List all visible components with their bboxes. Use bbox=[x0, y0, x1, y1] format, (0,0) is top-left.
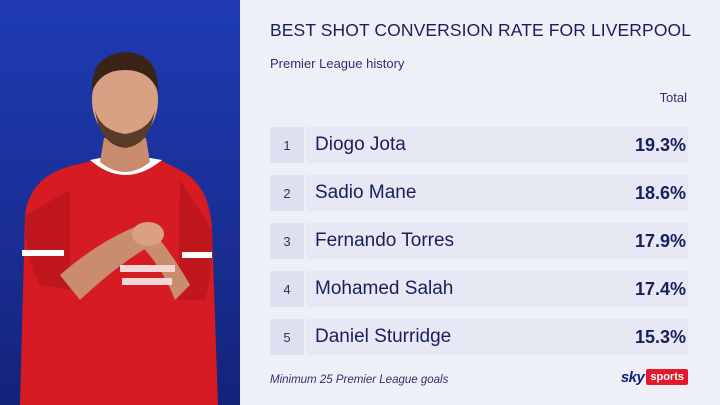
ranking-row: 5 Daniel Sturridge 15.3% bbox=[270, 319, 688, 359]
conversion-rate: 15.3% bbox=[634, 326, 686, 347]
player-photo bbox=[20, 52, 218, 405]
logo-sports-text: sports bbox=[646, 369, 688, 385]
rank-badge: 1 bbox=[270, 127, 304, 163]
logo-sky-text: sky bbox=[620, 368, 645, 386]
player-name: Sadio Mane bbox=[306, 175, 688, 211]
rank-badge: 4 bbox=[270, 271, 304, 307]
player-name: Diogo Jota bbox=[306, 127, 688, 163]
rank-badge: 5 bbox=[270, 319, 304, 355]
graphic-subtitle: Premier League history bbox=[270, 56, 405, 71]
player-name: Daniel Sturridge bbox=[306, 319, 688, 355]
conversion-rate: 17.9% bbox=[634, 230, 686, 251]
rank-badge: 2 bbox=[270, 175, 304, 211]
rank-badge: 3 bbox=[270, 223, 304, 259]
ranking-row: 3 Fernando Torres 17.9% bbox=[270, 223, 688, 263]
ranking-list: 1 Diogo Jota 19.3% 2 Sadio Mane 18.6% 3 … bbox=[270, 127, 688, 367]
ranking-row: 4 Mohamed Salah 17.4% bbox=[270, 271, 688, 311]
ranking-row: 2 Sadio Mane 18.6% bbox=[270, 175, 688, 215]
player-photo-panel bbox=[0, 0, 240, 405]
footnote: Minimum 25 Premier League goals bbox=[270, 374, 449, 386]
player-name: Fernando Torres bbox=[306, 223, 688, 259]
graphic-title: BEST SHOT CONVERSION RATE FOR LIVERPOOL bbox=[270, 20, 692, 40]
conversion-rate: 19.3% bbox=[634, 134, 686, 155]
player-name: Mohamed Salah bbox=[306, 271, 688, 307]
sky-sports-logo: sky sports bbox=[621, 367, 688, 387]
column-header-total: Total bbox=[659, 90, 687, 105]
conversion-rate: 17.4% bbox=[634, 278, 686, 299]
ranking-row: 1 Diogo Jota 19.3% bbox=[270, 127, 688, 167]
stats-panel: BEST SHOT CONVERSION RATE FOR LIVERPOOL … bbox=[240, 0, 720, 405]
conversion-rate: 18.6% bbox=[634, 182, 686, 203]
